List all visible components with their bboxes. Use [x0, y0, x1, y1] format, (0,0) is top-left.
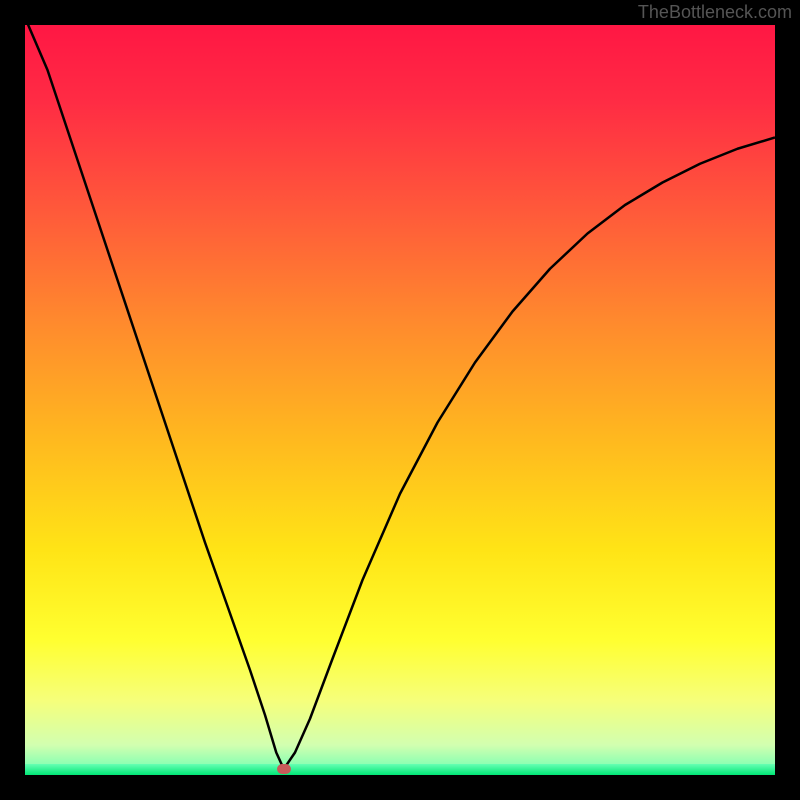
- optimal-point-marker: [277, 764, 291, 774]
- plot-area: [25, 25, 775, 775]
- bottleneck-curve: [25, 25, 775, 769]
- watermark-text: TheBottleneck.com: [638, 2, 792, 23]
- curve-svg: [25, 25, 775, 775]
